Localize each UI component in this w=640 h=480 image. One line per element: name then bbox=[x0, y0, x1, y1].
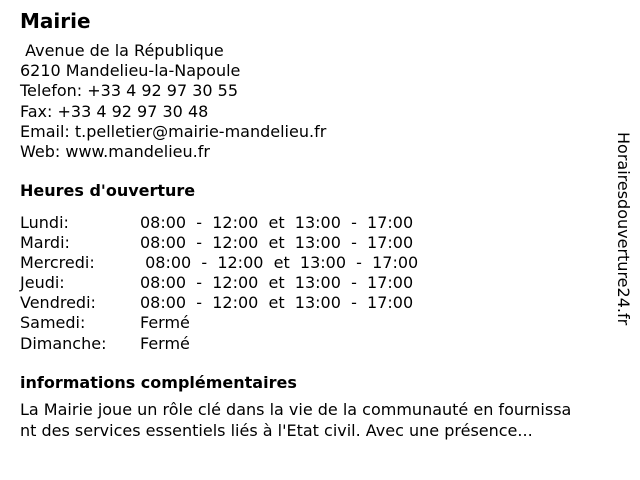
contact-fax: Fax: +33 4 92 97 30 48 bbox=[20, 101, 209, 121]
info-text-line: nt des services essentiels liés à l'Etat… bbox=[20, 421, 533, 440]
hours-row-dimanche: Dimanche: Fermé bbox=[20, 334, 418, 354]
page-title: Mairie bbox=[20, 9, 91, 33]
day-label: Mardi: bbox=[20, 233, 70, 253]
contact-email: Email: t.pelletier@mairie-mandelieu.fr bbox=[20, 121, 327, 141]
hours-row-lundi: Lundi: 08:00 - 12:00 et 13:00 - 17:00 bbox=[20, 213, 418, 233]
address-city: 6210 Mandelieu-la-Napoule bbox=[20, 61, 241, 81]
day-label: Dimanche: bbox=[20, 333, 107, 353]
day-label: Mercredi: bbox=[20, 253, 95, 273]
day-hours: 08:00 - 12:00 et 13:00 - 17:00 bbox=[140, 293, 414, 313]
day-label: Jeudi: bbox=[20, 273, 65, 293]
site-watermark: Horairesdouverture24.fr bbox=[614, 132, 633, 326]
contact-web: Web: www.mandelieu.fr bbox=[20, 142, 210, 162]
hours-row-samedi: Samedi: Fermé bbox=[20, 313, 418, 333]
hours-row-vendredi: Vendredi: 08:00 - 12:00 et 13:00 - 17:00 bbox=[20, 293, 418, 313]
contact-info: Avenue de la République 6210 Mandelieu-l… bbox=[20, 41, 326, 162]
hours-row-mercredi: Mercredi: 08:00 - 12:00 et 13:00 - 17:00 bbox=[20, 253, 418, 273]
day-label: Samedi: bbox=[20, 313, 86, 333]
day-label: Vendredi: bbox=[20, 293, 96, 313]
opening-hours-heading: Heures d'ouverture bbox=[20, 181, 196, 200]
address-street: Avenue de la République bbox=[20, 41, 224, 60]
opening-hours-table: Lundi: 08:00 - 12:00 et 13:00 - 17:00 Mar… bbox=[20, 213, 418, 354]
day-hours: Fermé bbox=[140, 313, 190, 333]
day-hours: 08:00 - 12:00 et 13:00 - 17:00 bbox=[140, 273, 414, 293]
additional-info-heading: informations complémentaires bbox=[20, 373, 297, 392]
day-hours: 08:00 - 12:00 et 13:00 - 17:00 bbox=[140, 213, 414, 232]
day-hours: 08:00 - 12:00 et 13:00 - 17:00 bbox=[140, 233, 414, 253]
contact-phone: Telefon: +33 4 92 97 30 55 bbox=[20, 81, 239, 101]
day-label: Lundi: bbox=[20, 213, 69, 232]
day-hours: Fermé bbox=[140, 333, 190, 353]
hours-row-mardi: Mardi: 08:00 - 12:00 et 13:00 - 17:00 bbox=[20, 233, 418, 253]
hours-row-jeudi: Jeudi: 08:00 - 12:00 et 13:00 - 17:00 bbox=[20, 273, 418, 293]
day-hours: 08:00 - 12:00 et 13:00 - 17:00 bbox=[140, 253, 419, 273]
info-text-line: La Mairie joue un rôle clé dans la vie d… bbox=[20, 400, 572, 419]
additional-info-text: La Mairie joue un rôle clé dans la vie d… bbox=[20, 399, 571, 441]
